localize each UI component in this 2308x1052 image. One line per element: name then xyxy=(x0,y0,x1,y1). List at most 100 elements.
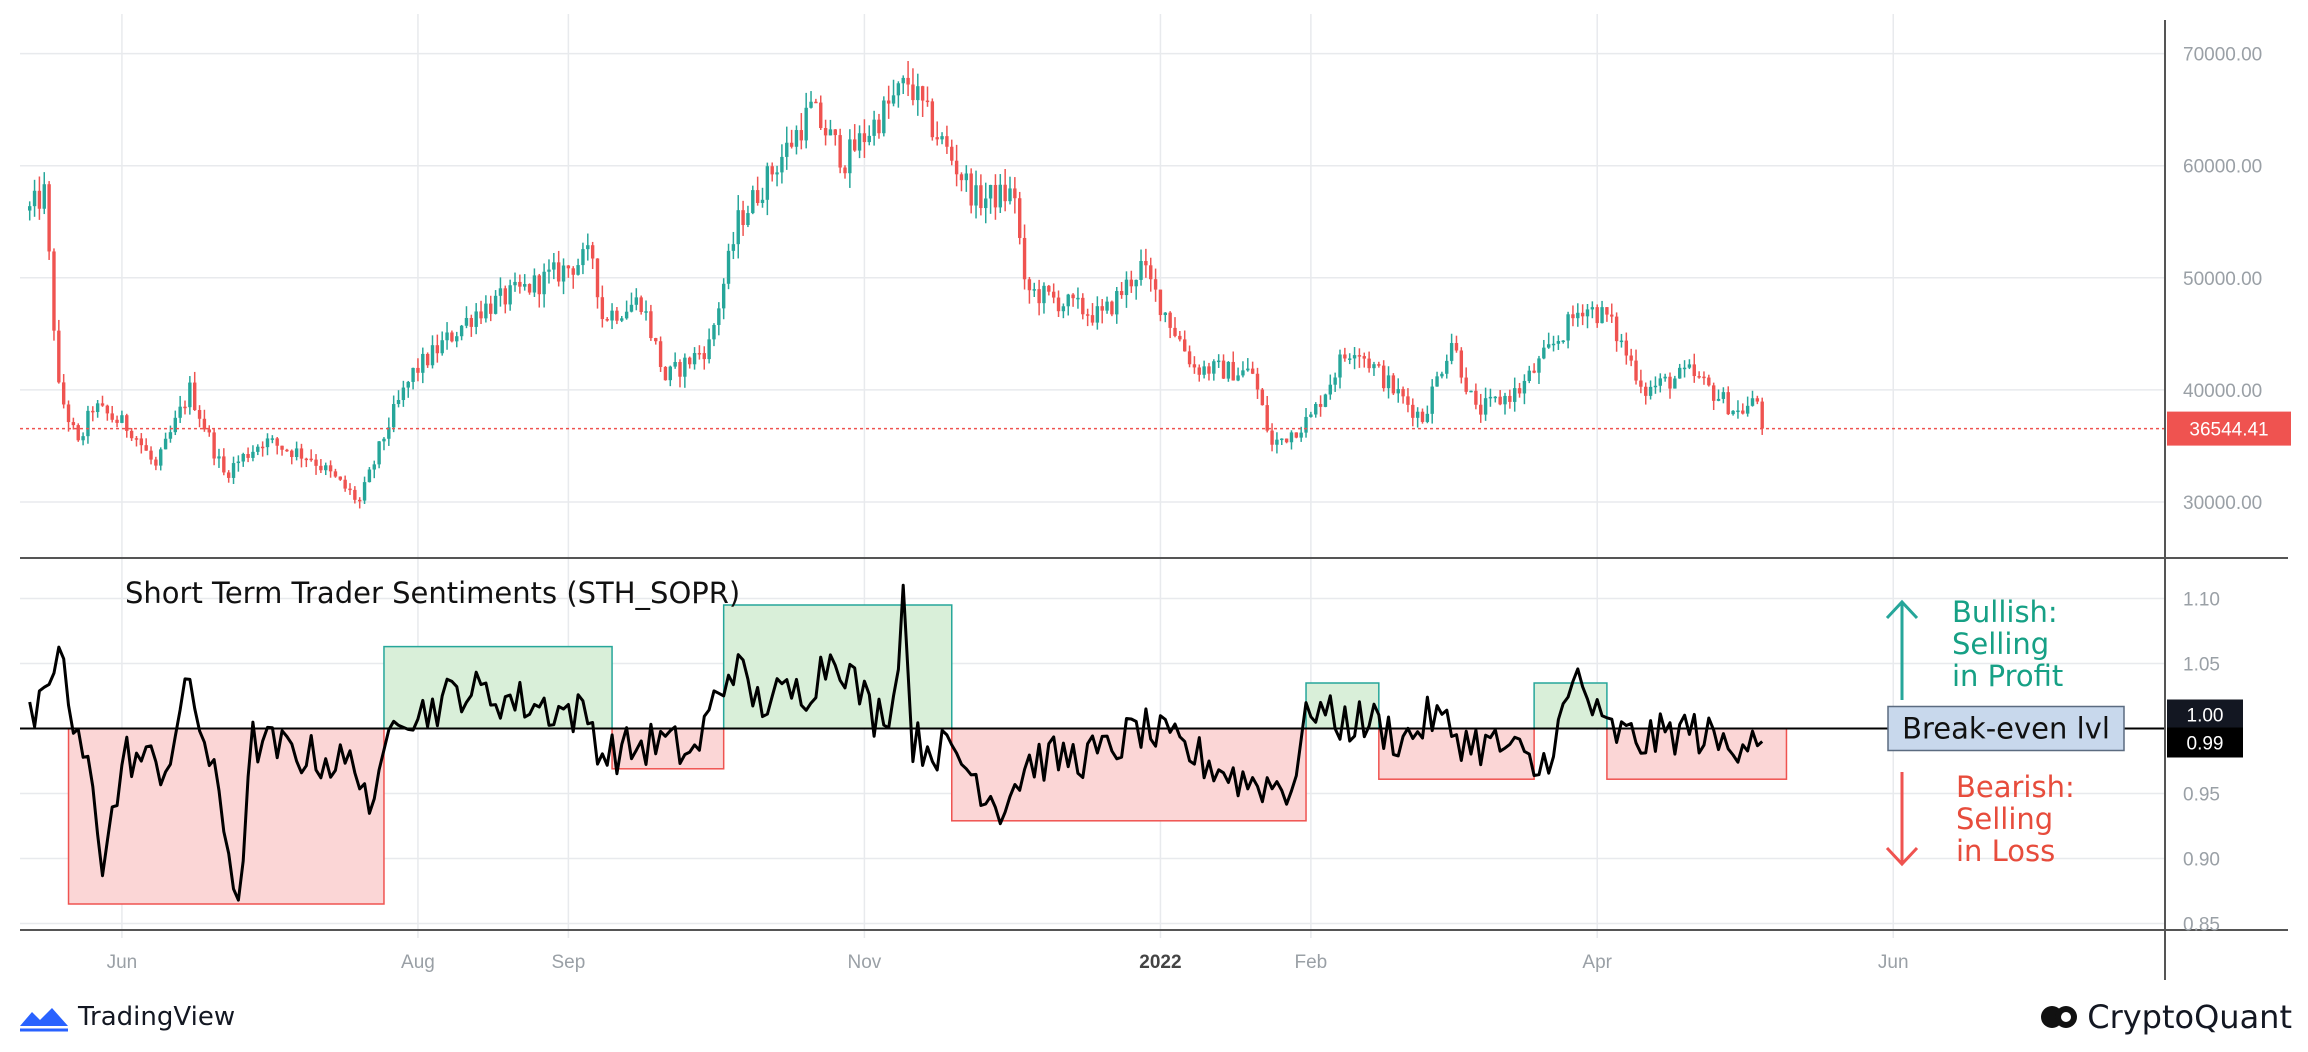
candle-body-313 xyxy=(1546,344,1551,348)
candle-body-9 xyxy=(71,422,76,426)
candle-body-264 xyxy=(1309,414,1313,417)
candle-body-330 xyxy=(1629,355,1633,361)
bearish-label-0: Bearish: xyxy=(1956,770,2075,804)
candle-body-324 xyxy=(1600,307,1604,324)
candle-body-244 xyxy=(1212,361,1216,374)
candle-body-86 xyxy=(445,332,449,341)
candle-body-29 xyxy=(168,432,173,439)
price-tick-label-3: 40000.00 xyxy=(2183,381,2262,402)
candle-body-75 xyxy=(391,404,396,428)
candle-body-276 xyxy=(1367,358,1371,369)
sopr-zone-loss-4 xyxy=(951,727,1307,822)
candle-body-79 xyxy=(411,367,415,382)
candle-body-274 xyxy=(1357,355,1362,357)
candle-body-304 xyxy=(1503,395,1507,405)
candle-body-21 xyxy=(129,430,134,439)
candle-body-230 xyxy=(1144,260,1148,266)
candle-body-306 xyxy=(1513,388,1517,402)
candle-body-11 xyxy=(81,436,85,441)
candle-body-7 xyxy=(61,382,66,405)
candle-body-151 xyxy=(760,199,765,203)
candle-body-216 xyxy=(1076,297,1080,300)
candle-body-210 xyxy=(1047,285,1051,292)
candle-body-42 xyxy=(231,463,236,478)
candle-body-114 xyxy=(581,249,585,266)
candle-body-172 xyxy=(862,133,867,143)
candle-body-197 xyxy=(984,198,988,209)
candle-body-245 xyxy=(1216,360,1221,363)
candle-body-233 xyxy=(1158,289,1163,316)
candle-body-271 xyxy=(1343,354,1347,359)
candle-body-125 xyxy=(634,297,639,305)
candle-body-157 xyxy=(789,142,794,147)
candle-body-164 xyxy=(823,128,828,136)
candle-body-108 xyxy=(552,262,556,270)
candle-body-342 xyxy=(1687,364,1692,368)
candle-body-229 xyxy=(1139,260,1143,280)
candle-body-250 xyxy=(1241,370,1245,376)
candle-body-198 xyxy=(988,184,993,199)
candle-body-10 xyxy=(76,425,80,441)
candle-body-30 xyxy=(173,417,177,433)
candle-body-261 xyxy=(1294,432,1299,438)
candle-body-162 xyxy=(814,101,818,104)
candle-body-105 xyxy=(537,275,541,295)
candle-body-80 xyxy=(416,367,420,373)
candle-body-211 xyxy=(1051,291,1056,298)
candle-body-25 xyxy=(149,450,153,460)
candle-body-63 xyxy=(333,471,338,477)
x-tick-label-3: Nov xyxy=(848,952,882,973)
candle-body-232 xyxy=(1153,279,1158,290)
candle-body-101 xyxy=(518,281,522,287)
candle-body-206 xyxy=(1027,279,1032,291)
candle-body-56 xyxy=(299,448,304,459)
candle-body-280 xyxy=(1386,375,1391,389)
candle-body-33 xyxy=(188,382,192,408)
candle-body-70 xyxy=(367,469,372,483)
candle-body-212 xyxy=(1056,297,1061,312)
candle-body-173 xyxy=(867,135,871,143)
bullish-label-0: Bullish: xyxy=(1952,595,2058,629)
candle-body-32 xyxy=(183,406,187,409)
breakeven-tag xyxy=(2167,699,2243,730)
candle-body-346 xyxy=(1707,377,1711,386)
candle-body-156 xyxy=(785,142,789,157)
bearish-label-1: Selling xyxy=(1956,802,2053,836)
candle-body-226 xyxy=(1124,279,1129,296)
candle-body-254 xyxy=(1260,389,1265,406)
candle-body-262 xyxy=(1299,432,1303,438)
tradingview-logo: TradingView xyxy=(18,1002,235,1032)
candle-body-119 xyxy=(605,319,609,321)
candle-body-242 xyxy=(1202,366,1206,375)
candle-body-283 xyxy=(1401,389,1405,397)
candle-body-60 xyxy=(319,465,323,471)
candle-body-48 xyxy=(260,446,265,449)
candle-body-223 xyxy=(1110,301,1114,315)
x-tick-label-0: Jun xyxy=(107,952,138,973)
candle-body-26 xyxy=(154,459,158,466)
candle-body-71 xyxy=(372,464,376,470)
candle-body-34 xyxy=(193,382,197,411)
candle-body-163 xyxy=(819,102,823,129)
sopr-tick-label-4: 0.90 xyxy=(2183,850,2220,871)
sopr-line xyxy=(28,583,1764,902)
price-tick-label-4: 30000.00 xyxy=(2183,493,2262,514)
candle-body-241 xyxy=(1197,367,1201,375)
candle-body-300 xyxy=(1483,398,1488,415)
candle-body-47 xyxy=(256,446,260,452)
candle-body-251 xyxy=(1246,368,1250,371)
candle-body-31 xyxy=(178,406,182,418)
candle-body-90 xyxy=(464,317,469,326)
candle-body-287 xyxy=(1420,411,1425,422)
candle-body-227 xyxy=(1129,279,1134,287)
candle-body-188 xyxy=(940,136,944,140)
last-sopr-label: 0.99 xyxy=(2187,734,2224,755)
candle-body-141 xyxy=(712,324,716,340)
candle-body-122 xyxy=(620,318,624,321)
candle-body-193 xyxy=(964,173,969,181)
candle-body-195 xyxy=(974,185,978,206)
candle-body-218 xyxy=(1085,314,1090,316)
candle-body-204 xyxy=(1018,198,1022,238)
candle-body-354 xyxy=(1745,405,1750,414)
candle-body-179 xyxy=(896,83,901,96)
